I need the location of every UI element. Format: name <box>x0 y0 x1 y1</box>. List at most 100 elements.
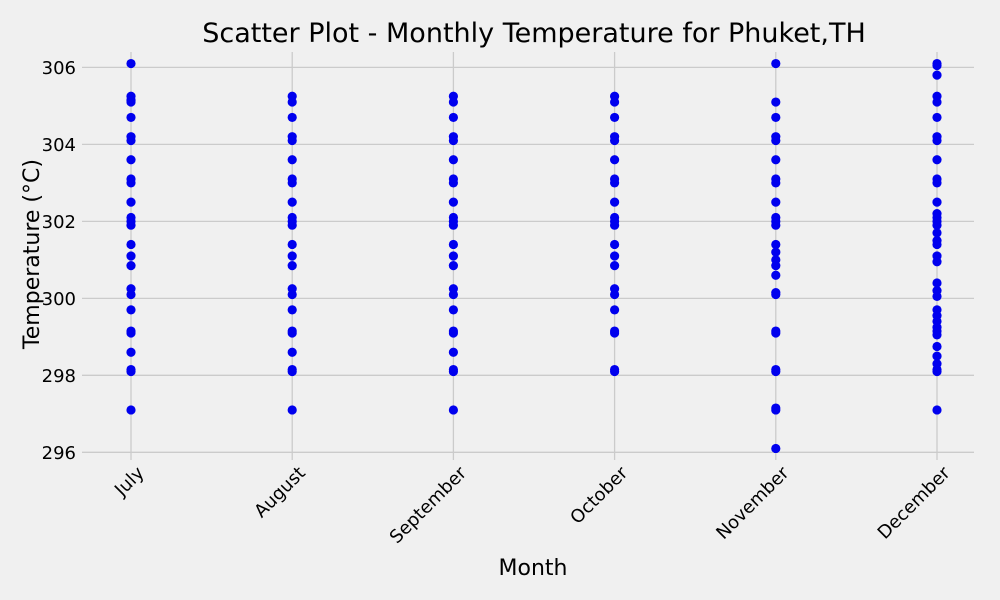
data-point <box>610 261 620 271</box>
data-point <box>771 366 781 377</box>
data-point <box>287 197 297 207</box>
data-point <box>448 135 458 146</box>
data-point <box>287 239 297 250</box>
data-point <box>448 220 458 230</box>
data-point <box>932 112 942 123</box>
data-point <box>448 239 458 250</box>
data-point <box>610 289 620 300</box>
points-layer <box>126 58 942 454</box>
data-point <box>287 328 297 338</box>
data-point <box>610 112 620 123</box>
data-point <box>932 278 942 288</box>
data-point <box>448 289 458 300</box>
data-point <box>126 347 136 357</box>
data-point <box>932 239 942 250</box>
data-point <box>932 220 942 230</box>
data-point <box>771 58 781 69</box>
data-point <box>287 97 297 107</box>
data-point <box>932 197 942 207</box>
data-point <box>287 251 297 261</box>
data-point <box>126 135 136 146</box>
data-point <box>126 155 136 165</box>
data-point <box>126 289 136 300</box>
y-tick-label: 300 <box>42 289 76 310</box>
data-point <box>771 220 781 230</box>
data-point <box>610 366 620 377</box>
data-point <box>932 155 942 165</box>
data-point <box>287 178 297 188</box>
data-point <box>287 155 297 165</box>
data-point <box>126 239 136 250</box>
data-point <box>932 366 942 377</box>
data-point <box>771 155 781 165</box>
data-point <box>610 251 620 261</box>
x-axis-label: Month <box>499 556 568 581</box>
data-point <box>448 261 458 271</box>
data-point <box>287 289 297 300</box>
data-point <box>932 257 942 267</box>
data-point <box>610 97 620 107</box>
data-point <box>126 405 136 415</box>
data-point <box>932 291 942 302</box>
data-point <box>932 228 942 238</box>
data-point <box>932 70 942 80</box>
data-point <box>126 251 136 261</box>
data-point <box>771 178 781 188</box>
data-point <box>771 239 781 250</box>
data-point <box>448 112 458 123</box>
data-point <box>932 178 942 188</box>
data-point <box>448 405 458 415</box>
data-point <box>126 178 136 188</box>
data-point <box>448 97 458 107</box>
data-point <box>610 328 620 338</box>
data-point <box>771 261 781 271</box>
data-point <box>126 58 136 69</box>
data-point <box>448 328 458 338</box>
data-point <box>287 305 297 315</box>
data-point <box>126 366 136 377</box>
data-point <box>287 347 297 357</box>
data-point <box>126 220 136 230</box>
data-point <box>771 247 781 257</box>
data-point <box>287 261 297 271</box>
data-point <box>126 305 136 315</box>
data-point <box>610 135 620 146</box>
data-point <box>771 270 781 280</box>
data-point <box>126 97 136 107</box>
data-point <box>610 305 620 315</box>
data-point <box>448 178 458 188</box>
data-point <box>126 112 136 123</box>
data-point <box>771 443 781 454</box>
data-point <box>287 112 297 123</box>
y-axis-label: Temperature (°C) <box>20 159 45 350</box>
data-point <box>448 347 458 357</box>
data-point <box>610 197 620 207</box>
data-point <box>771 405 781 415</box>
data-point <box>771 112 781 123</box>
data-point <box>771 289 781 300</box>
y-tick-label: 302 <box>42 212 76 233</box>
data-point <box>610 239 620 250</box>
y-tick-label: 304 <box>42 135 76 156</box>
data-point <box>771 197 781 207</box>
data-point <box>287 405 297 415</box>
data-point <box>771 328 781 338</box>
data-point <box>610 178 620 188</box>
chart-title: Scatter Plot - Monthly Temperature for P… <box>202 18 866 49</box>
data-point <box>610 155 620 165</box>
data-point <box>448 197 458 207</box>
data-point <box>287 220 297 230</box>
data-point <box>932 405 942 415</box>
y-tick-label: 298 <box>42 366 76 387</box>
data-point <box>126 197 136 207</box>
data-point <box>771 135 781 146</box>
data-point <box>932 341 942 352</box>
data-point <box>448 251 458 261</box>
data-point <box>448 305 458 315</box>
data-point <box>448 366 458 377</box>
data-point <box>126 261 136 271</box>
data-point <box>610 220 620 230</box>
data-point <box>932 97 942 107</box>
y-tick-label: 296 <box>42 443 76 464</box>
